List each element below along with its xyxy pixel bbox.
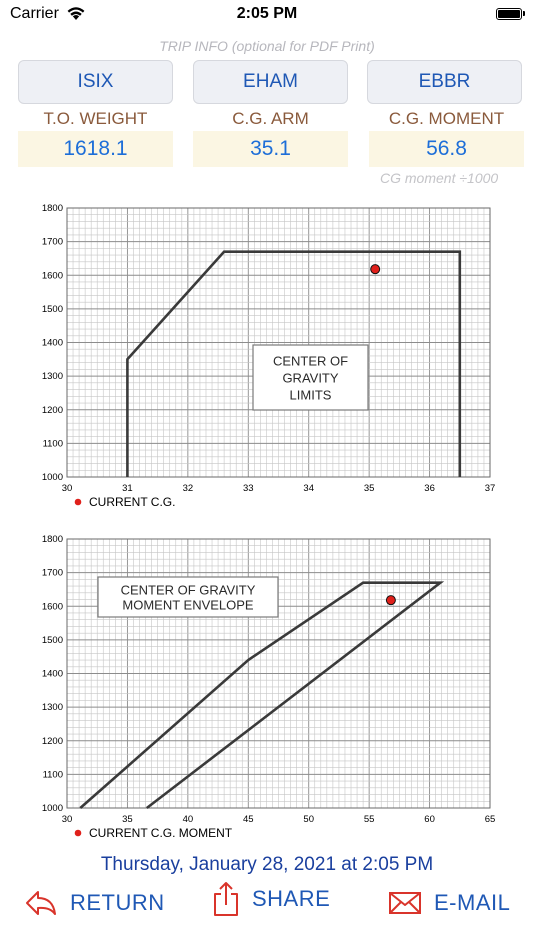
legend-marker — [74, 829, 82, 837]
envelope-line — [126, 250, 462, 477]
envelope-line — [79, 581, 445, 810]
y-tick-label: 1000 — [42, 803, 63, 814]
envelope-icon — [389, 892, 421, 914]
x-tick-label: 36 — [424, 483, 435, 494]
battery-icon — [496, 8, 525, 20]
carrier-label: Carrier — [10, 5, 59, 22]
y-tick-label: 1600 — [42, 601, 63, 612]
alternate-airport-button[interactable]: EBBR — [367, 60, 522, 104]
x-tick-label: 30 — [62, 814, 73, 825]
y-tick-label: 1400 — [42, 669, 63, 680]
y-tick-label: 1300 — [42, 371, 63, 382]
share-label: SHARE — [252, 886, 331, 911]
return-label: RETURN — [70, 890, 165, 915]
y-tick-label: 1000 — [42, 472, 63, 483]
y-tick-label: 1100 — [43, 769, 63, 780]
chart-title-line: CENTER OF — [273, 354, 348, 369]
x-tick-label: 32 — [183, 483, 194, 494]
email-button[interactable]: E-MAIL — [388, 886, 510, 920]
x-tick-label: 31 — [122, 483, 133, 494]
y-tick-label: 1500 — [42, 635, 63, 646]
y-tick-label: 1800 — [42, 203, 63, 214]
return-arrow-icon — [26, 891, 56, 915]
x-tick-label: 34 — [303, 483, 314, 494]
x-tick-label: 40 — [183, 814, 194, 825]
y-tick-label: 1800 — [42, 534, 63, 545]
current-cg-point — [385, 595, 396, 606]
x-tick-label: 55 — [364, 814, 375, 825]
to-weight-label: T.O. WEIGHT — [43, 109, 148, 128]
x-tick-label: 60 — [424, 814, 435, 825]
x-tick-label: 35 — [364, 483, 375, 494]
x-tick-label: 33 — [243, 483, 254, 494]
legend-marker — [74, 498, 82, 506]
chart-title-line: LIMITS — [290, 388, 332, 403]
cg-moment-envelope-chart: 1000 1100 1200 1300 1400 1500 1600 1700 1800 30 35… — [0, 527, 534, 847]
chart-title-box — [97, 576, 279, 618]
chart-title-line: MOMENT ENVELOPE — [122, 598, 254, 613]
cg-arm-label: C.G. ARM — [232, 109, 309, 128]
legend-label: CURRENT C.G. MOMENT — [89, 826, 233, 840]
current-cg-point — [370, 264, 381, 275]
status-bar: Carrier 2:05 PM — [0, 0, 534, 30]
y-tick-label: 1100 — [43, 438, 63, 449]
plot-border — [66, 538, 491, 809]
legend-label: CURRENT C.G. — [89, 495, 175, 509]
wifi-icon — [67, 7, 85, 20]
y-tick-label: 1200 — [42, 405, 63, 416]
cg-limits-chart: 1000 1100 1200 1300 1400 1500 1600 1700 1800 30 31… — [0, 196, 534, 516]
y-tick-label: 1700 — [42, 568, 63, 579]
date-time-label: Thursday, January 28, 2021 at 2:05 PM — [100, 854, 434, 875]
x-tick-label: 45 — [243, 814, 254, 825]
cg-moment-label: C.G. MOMENT — [388, 109, 505, 128]
y-tick-label: 1700 — [42, 237, 63, 248]
grid — [66, 207, 491, 478]
x-tick-label: 37 — [485, 483, 496, 494]
y-tick-label: 1300 — [42, 702, 63, 713]
trip-info-label: TRIP INFO (optional for PDF Print) — [159, 38, 375, 54]
clock: 2:05 PM — [236, 5, 298, 22]
cg-moment-value: 56.8 — [369, 131, 524, 167]
y-tick-label: 1400 — [42, 338, 63, 349]
cg-limits-chart-svg: 1000 1100 1200 1300 1400 1500 1600 1700 1800 30 31… — [42, 203, 496, 509]
y-tick-label: 1200 — [42, 736, 63, 747]
to-weight-value: 1618.1 — [18, 131, 173, 167]
y-tick-label: 1600 — [42, 270, 63, 281]
chart-title-line: CENTER OF GRAVITY — [121, 583, 256, 598]
return-button[interactable]: RETURN — [24, 886, 165, 920]
destination-airport-button[interactable]: EHAM — [193, 60, 348, 104]
share-button[interactable]: SHARE — [212, 882, 330, 916]
x-tick-label: 50 — [303, 814, 314, 825]
x-tick-label: 65 — [485, 814, 496, 825]
y-tick-label: 1500 — [42, 304, 63, 315]
cg-moment-note: CG moment ÷1000 — [380, 170, 499, 186]
cg-moment-envelope-chart-svg: 1000 1100 1200 1300 1400 1500 1600 1700 1800 30 35… — [42, 534, 496, 840]
chart-title-line: GRAVITY — [282, 371, 338, 386]
x-tick-label: 30 — [62, 483, 73, 494]
departure-airport-button[interactable]: ISIX — [18, 60, 173, 104]
cg-arm-value: 35.1 — [193, 131, 348, 167]
share-icon — [214, 882, 238, 916]
x-tick-label: 35 — [122, 814, 133, 825]
chart-title-box — [252, 344, 369, 411]
email-label: E-MAIL — [434, 890, 511, 915]
plot-border — [66, 207, 491, 478]
